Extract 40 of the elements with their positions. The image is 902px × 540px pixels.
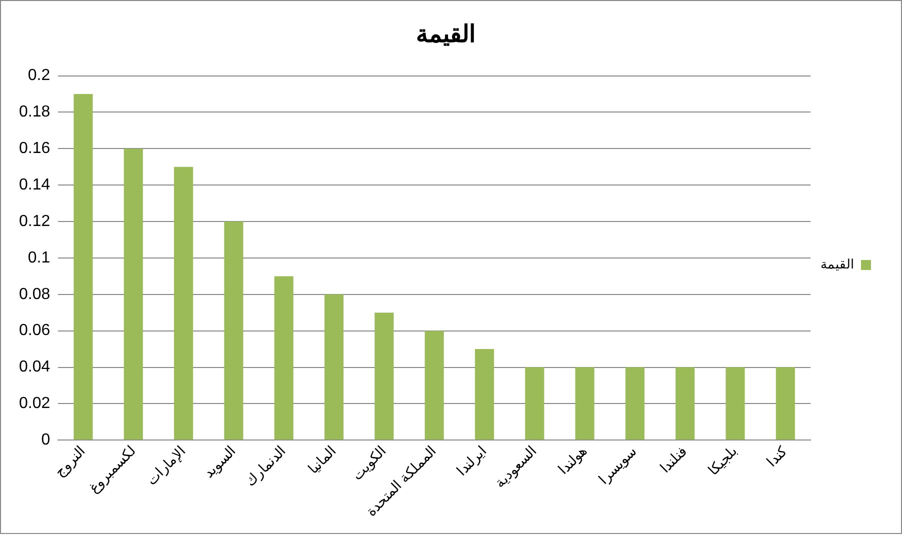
bar <box>575 367 594 440</box>
bar <box>424 330 444 440</box>
bar <box>676 367 695 440</box>
x-tick-label: فنلندا <box>656 442 690 476</box>
y-tick-label: 0.1 <box>28 249 50 266</box>
bar <box>726 367 745 440</box>
bar <box>474 349 494 440</box>
bar <box>776 367 795 440</box>
x-tick-label: المانيا <box>304 442 339 477</box>
bar <box>324 294 344 440</box>
x-tick-label: الكويت <box>348 442 390 484</box>
x-tick-label: السعودية <box>491 442 540 492</box>
y-tick-label: 0 <box>41 432 50 449</box>
y-tick-label: 0.18 <box>19 104 50 121</box>
x-tick-label: الإمارات <box>143 442 190 489</box>
chart-title: القيمة <box>416 21 476 48</box>
bar <box>74 94 93 440</box>
bar <box>224 222 244 440</box>
bar <box>274 276 294 440</box>
x-tick-label: الدنمارك <box>242 442 290 490</box>
x-tick-label: هولندا <box>554 442 590 478</box>
y-tick-label: 0.02 <box>19 395 50 412</box>
x-tick-label: السويد <box>200 442 240 482</box>
y-tick-label: 0.12 <box>19 212 50 230</box>
bar <box>374 312 394 440</box>
bar <box>525 367 544 440</box>
y-tick-label: 0.16 <box>19 140 50 158</box>
y-tick-label: 0.14 <box>19 176 50 194</box>
x-tick-label: سويسرا <box>595 442 641 488</box>
y-tick-label: 0.06 <box>19 322 50 340</box>
bar <box>174 166 194 440</box>
y-tick-label: 0.04 <box>19 358 50 376</box>
x-tick-label: كندا <box>763 442 790 470</box>
y-tick-label: 0.08 <box>19 286 50 303</box>
x-tick-label: بلجيكا <box>704 442 740 478</box>
legend-label: القيمة <box>820 256 854 272</box>
bar <box>625 367 644 440</box>
y-tick-label: 0.2 <box>28 67 50 84</box>
x-tick-label: ايرلندا <box>453 442 490 480</box>
bar <box>124 148 143 440</box>
